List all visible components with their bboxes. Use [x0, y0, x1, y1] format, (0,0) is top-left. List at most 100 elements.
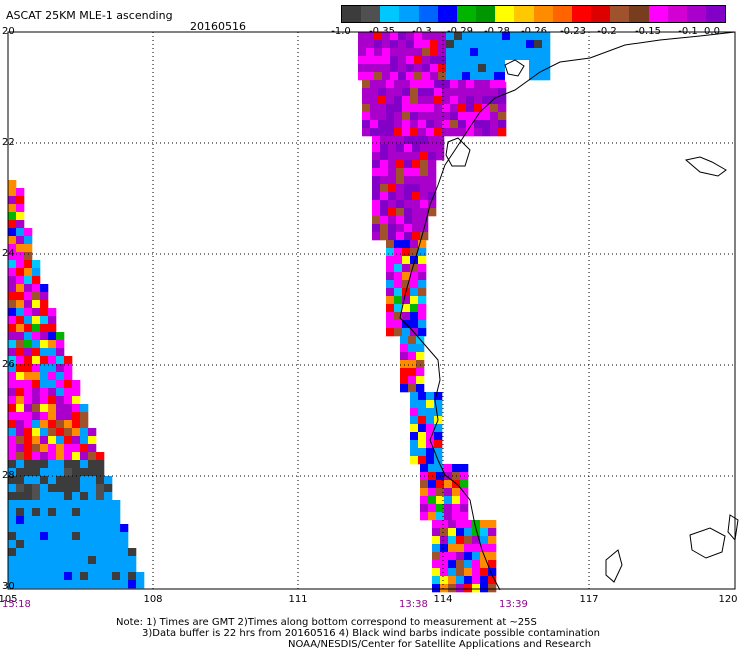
swath-cell — [428, 496, 437, 505]
swath-cell — [48, 340, 57, 349]
swath-cell — [72, 380, 81, 389]
swath-cell — [32, 548, 41, 557]
coastline-island-se-1 — [689, 527, 726, 559]
swath-cell — [422, 32, 431, 41]
note-line-3: NOAA/NESDIS/Center for Satellite Applica… — [288, 639, 592, 650]
swath-cell — [488, 584, 497, 593]
swath-cell — [494, 32, 503, 41]
swath-cell — [464, 520, 473, 529]
swath-cell — [456, 584, 465, 593]
swath-cell — [40, 532, 49, 541]
swath-cell — [388, 224, 397, 233]
swath-cell — [440, 520, 449, 529]
swath-cell — [502, 48, 511, 57]
swath-cell — [406, 64, 415, 73]
swath-cell — [482, 128, 491, 137]
swath-cell — [88, 556, 97, 565]
y-tick-label: 22 — [2, 137, 15, 148]
swath-cell — [418, 112, 427, 121]
swath-cell — [478, 40, 487, 49]
swath-cell — [80, 508, 89, 517]
swath-cell — [480, 576, 489, 585]
swath-cell — [486, 32, 495, 41]
swath-cell — [56, 524, 65, 533]
swath-cell — [88, 428, 97, 437]
swath-cell — [24, 348, 33, 357]
swath-cell — [498, 120, 507, 129]
swath-cell — [32, 404, 41, 413]
swath-cell — [410, 272, 419, 281]
swath-cell — [400, 368, 409, 377]
swath-cell — [466, 80, 475, 89]
swath-cell — [32, 524, 41, 533]
swath-cell — [442, 128, 451, 137]
time-label-left: 15:18 — [2, 599, 31, 610]
swath-cell — [488, 568, 497, 577]
swath-cell — [410, 240, 419, 249]
swath-cell — [64, 492, 73, 501]
swath-cell — [104, 500, 113, 509]
swath-cell — [16, 572, 25, 581]
swath-cell — [502, 40, 511, 49]
coastline-island-se-2 — [605, 549, 623, 583]
swath-cell — [24, 252, 33, 261]
swath-cell — [32, 436, 41, 445]
swath-cell — [436, 144, 445, 153]
swath-cell — [490, 120, 499, 129]
swath-cell — [358, 64, 367, 73]
swath-cell — [64, 524, 73, 533]
swath-cell — [32, 412, 41, 421]
swath-cell — [32, 468, 41, 477]
swath-cell — [400, 336, 409, 345]
swath-cell — [96, 460, 105, 469]
swath-cell — [410, 280, 419, 289]
swath-cell — [410, 120, 419, 129]
coastline-island-se-3 — [727, 514, 739, 542]
swath-cell — [40, 332, 49, 341]
swath-cell — [388, 232, 397, 241]
swath-cell — [534, 64, 543, 73]
swath-cell — [462, 32, 471, 41]
swath-cell — [366, 32, 375, 41]
swath-cell — [436, 136, 445, 145]
lat-lon-grid — [8, 32, 735, 589]
x-tick-label: 114 — [433, 594, 453, 605]
swath-cell — [404, 160, 413, 169]
swath-cell — [56, 420, 65, 429]
swath-cell — [456, 560, 465, 569]
swath-cell — [382, 64, 391, 73]
swath-cell — [88, 548, 97, 557]
swath-cell — [32, 380, 41, 389]
colorbar-swatch — [610, 6, 630, 22]
swath-cell — [88, 492, 97, 501]
swath-cell — [16, 252, 25, 261]
swath-cell — [48, 356, 57, 365]
swath-cell — [428, 504, 437, 513]
swath-cell — [382, 56, 391, 65]
swath-cell — [408, 368, 417, 377]
x-tick-label: 120 — [718, 594, 738, 605]
swath-cell — [16, 396, 25, 405]
swath-cell — [418, 328, 427, 337]
swath-cell — [412, 136, 421, 145]
y-tick-label: 26 — [2, 359, 15, 370]
swath-cell — [410, 424, 419, 433]
swath-cell — [380, 136, 389, 145]
swath-cell — [40, 412, 49, 421]
swath-cell — [8, 244, 17, 253]
footnote: Note: 1) Times are GMT 2)Times along bot… — [116, 617, 600, 650]
swath-cell — [16, 220, 25, 229]
swath-cell — [452, 488, 461, 497]
swath-cell — [32, 364, 41, 373]
swath-cell — [396, 168, 405, 177]
swath-cell — [40, 324, 49, 333]
swath-cell — [434, 440, 443, 449]
swath-cell — [396, 232, 405, 241]
swath-cell — [40, 428, 49, 437]
colorbar-swatch — [686, 6, 706, 22]
swath-cell — [480, 520, 489, 529]
swath-cell — [24, 276, 33, 285]
swath-cell — [32, 572, 41, 581]
swath-cell — [388, 216, 397, 225]
